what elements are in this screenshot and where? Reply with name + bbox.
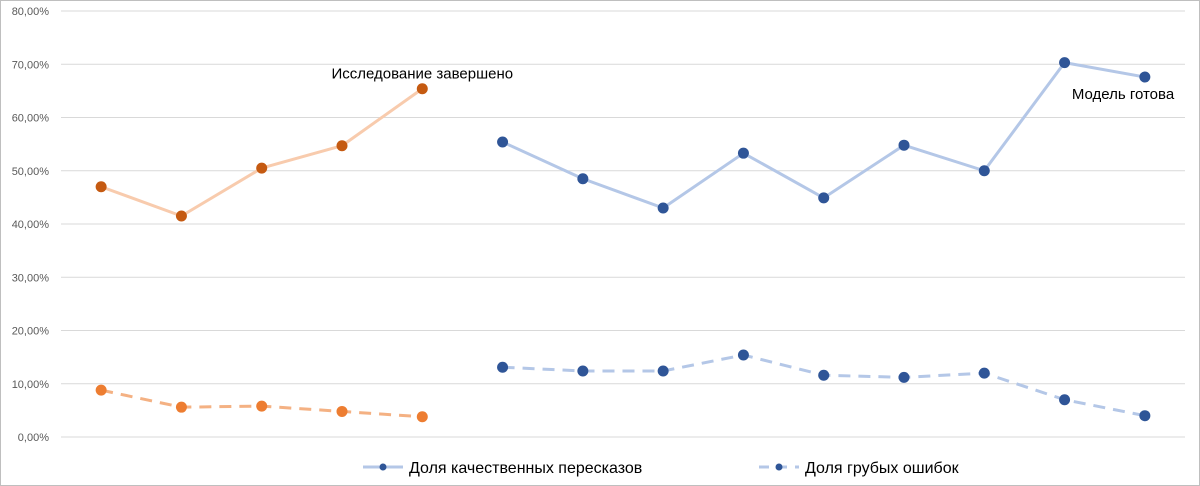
data-point: [978, 165, 990, 177]
y-tick-label: 10,00%: [12, 379, 50, 391]
y-tick-label: 20,00%: [12, 326, 50, 338]
legend-marker-icon: [775, 463, 783, 471]
y-tick-label: 70,00%: [12, 59, 50, 71]
data-point: [497, 361, 509, 373]
data-point: [416, 83, 428, 95]
annotation: Модель готова: [1072, 86, 1175, 103]
y-tick-label: 30,00%: [12, 272, 50, 284]
data-point: [1059, 394, 1071, 406]
data-point: [978, 367, 990, 379]
data-point: [657, 202, 669, 214]
data-point: [577, 365, 589, 377]
data-point: [737, 147, 749, 159]
y-tick-label: 50,00%: [12, 166, 50, 178]
series-line-2: [502, 353, 1146, 418]
data-point: [818, 192, 830, 204]
data-point: [256, 400, 268, 412]
data-point: [898, 371, 910, 383]
data-point: [898, 139, 910, 151]
data-point: [1059, 57, 1071, 69]
data-point: [416, 411, 428, 423]
series-line-1: [100, 87, 424, 218]
data-point: [175, 210, 187, 222]
annotation: Исследование завершено: [331, 66, 513, 83]
legend-label: Доля качественных пересказов: [409, 460, 642, 477]
y-tick-label: 80,00%: [12, 6, 50, 18]
series-line-1: [501, 61, 1146, 210]
data-point: [336, 140, 348, 152]
data-point: [1139, 71, 1151, 83]
data-point: [95, 181, 107, 193]
data-point: [95, 384, 107, 396]
y-tick-label: 60,00%: [12, 113, 50, 125]
data-point: [577, 173, 589, 185]
data-point: [175, 401, 187, 413]
data-point: [1139, 410, 1151, 422]
y-tick-label: 0,00%: [18, 432, 49, 444]
data-point: [737, 349, 749, 361]
data-point: [818, 369, 830, 381]
legend-label: Доля грубых ошибок: [805, 460, 960, 477]
y-tick-label: 40,00%: [12, 219, 50, 231]
data-point: [336, 405, 348, 417]
legend-marker-icon: [379, 463, 387, 471]
data-point: [497, 136, 509, 148]
data-point: [657, 365, 669, 377]
data-point: [256, 162, 268, 174]
